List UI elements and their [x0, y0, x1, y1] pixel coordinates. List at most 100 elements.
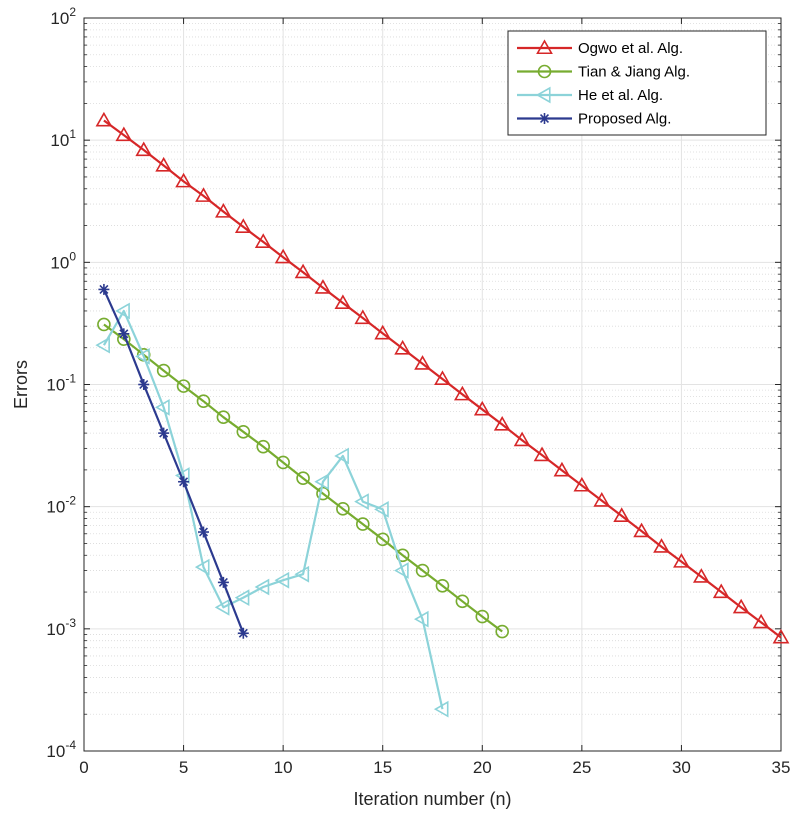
data-point [294, 565, 310, 583]
asterisk-stroke [198, 527, 209, 537]
data-point [772, 628, 790, 644]
y-tick-label: 10-4 [46, 738, 76, 761]
data-point [355, 517, 370, 531]
series-1 [97, 317, 510, 639]
data-point [435, 579, 450, 593]
x-tick-label: 15 [373, 758, 392, 777]
data-point [394, 339, 412, 355]
data-point [115, 302, 130, 320]
legend-item: Proposed Alg. [517, 111, 671, 128]
data-point [314, 279, 332, 294]
data-point [533, 446, 551, 462]
data-point [375, 532, 390, 547]
legend-marker [536, 39, 553, 55]
data-point [234, 589, 250, 607]
data-point [215, 203, 232, 218]
data-point [434, 370, 451, 386]
data-point [493, 415, 511, 431]
x-tick-label: 0 [79, 758, 88, 777]
asterisk-stroke [139, 379, 149, 390]
data-point [115, 126, 133, 142]
data-point [712, 583, 730, 599]
y-tick-label: 10-3 [46, 616, 76, 639]
data-point [274, 248, 292, 264]
data-point [732, 598, 750, 614]
x-tick-label: 25 [572, 758, 591, 777]
data-point [374, 324, 392, 340]
y-tick-label: 101 [50, 127, 76, 150]
asterisk-stroke [119, 329, 129, 339]
data-point [118, 328, 130, 340]
data-point [453, 385, 471, 401]
series-line [103, 323, 503, 633]
data-point [354, 493, 369, 510]
data-point [97, 317, 111, 332]
data-point [294, 263, 312, 279]
data-point [752, 613, 770, 629]
data-point [336, 502, 350, 516]
series-line [102, 288, 245, 634]
data-point [475, 609, 490, 624]
data-point [455, 594, 470, 609]
legend-label: Proposed Alg. [578, 111, 671, 128]
series-line [102, 309, 444, 710]
y-tick-label: 10-2 [46, 494, 76, 517]
data-point [354, 309, 372, 325]
x-axis-label: Iteration number (n) [353, 789, 511, 809]
data-point [234, 218, 252, 233]
asterisk-stroke [218, 577, 228, 587]
data-point [553, 461, 571, 477]
data-point [415, 563, 430, 578]
data-point [176, 379, 191, 393]
data-point [254, 233, 272, 248]
data-point [413, 610, 429, 628]
asterisk-stroke [99, 284, 109, 294]
data-point [374, 501, 389, 518]
data-point [495, 624, 510, 639]
data-point [692, 568, 710, 583]
data-point [513, 431, 531, 447]
data-point [95, 336, 110, 354]
data-point [653, 538, 670, 553]
data-point [573, 476, 591, 492]
data-point [138, 379, 150, 390]
data-point [216, 410, 231, 424]
x-tick-label: 30 [672, 758, 691, 777]
x-tick-label: 35 [772, 758, 790, 777]
data-point [276, 455, 290, 470]
legend-label: Ogwo et al. Alg. [578, 40, 683, 57]
legend-marker [539, 113, 550, 124]
data-point [178, 476, 190, 488]
data-point [433, 700, 449, 718]
data-point [314, 473, 330, 491]
data-point [334, 447, 349, 465]
data-point [673, 553, 690, 568]
series-lines [95, 111, 790, 718]
data-point [195, 187, 212, 202]
x-tick-label: 5 [179, 758, 188, 777]
grid [83, 17, 782, 752]
data-point [135, 141, 153, 157]
legend-label: Tian & Jiang Alg. [578, 64, 690, 81]
series-2 [95, 302, 449, 718]
data-point [98, 283, 110, 295]
data-point [95, 111, 113, 127]
x-tick-label: 10 [274, 758, 293, 777]
data-point [156, 363, 171, 378]
legend-item: He et al. Alg. [517, 86, 663, 104]
data-point [155, 398, 170, 416]
asterisk-stroke [238, 628, 248, 638]
data-point [236, 425, 251, 439]
axes: 0 5 10 15 20 25 30 35 10-4 10-3 10-2 10-1 100 101 102 [46, 5, 790, 777]
y-tick-label: 102 [50, 5, 76, 28]
data-point [414, 355, 431, 370]
data-point [274, 571, 290, 589]
data-point [158, 427, 170, 439]
data-point [237, 627, 249, 639]
data-point [633, 522, 650, 538]
y-axis-label: Errors [11, 360, 31, 409]
data-point [196, 394, 211, 408]
data-point [197, 526, 209, 538]
legend: Ogwo et al. Alg. Tian & Jiang Alg. He et a… [507, 30, 767, 136]
